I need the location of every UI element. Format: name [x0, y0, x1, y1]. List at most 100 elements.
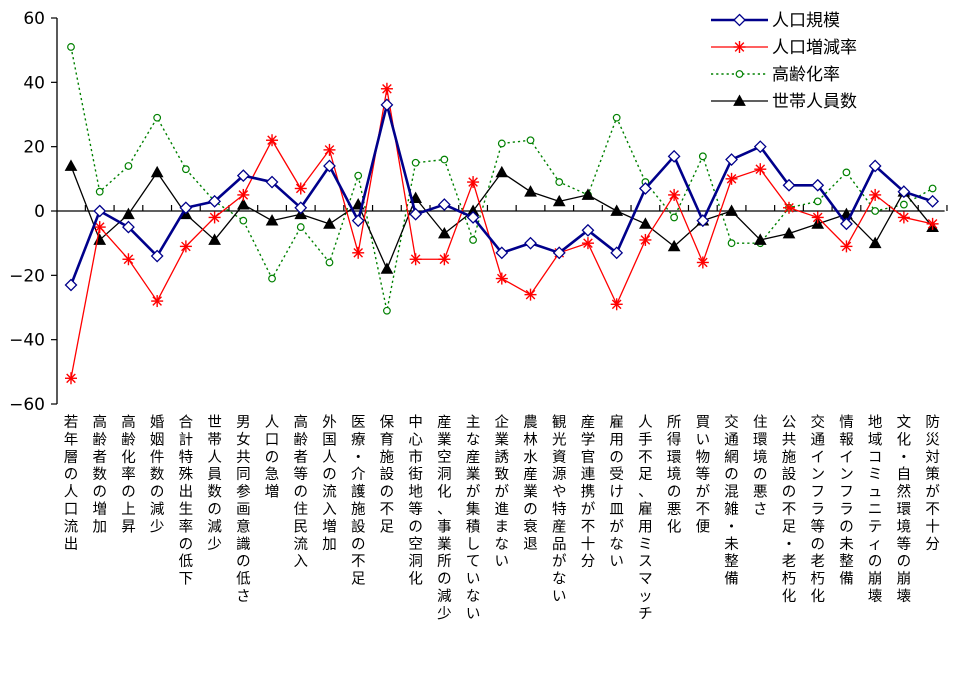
data-point [555, 178, 564, 186]
data-point [438, 253, 451, 266]
category-label: 文化・自然環境等の崩壊 [897, 414, 912, 605]
data-point [612, 113, 621, 122]
y-tick-label: −60 [9, 395, 45, 415]
series-2 [65, 82, 939, 385]
data-point [753, 140, 767, 154]
legend-marker [733, 13, 746, 27]
data-point [65, 372, 77, 385]
category-label: 農林水産業の衰退 [523, 414, 538, 553]
data-point [323, 143, 336, 156]
data-point [928, 184, 937, 193]
data-point [639, 233, 652, 246]
data-point [840, 240, 853, 253]
legend-item: 高齢化率 [711, 65, 840, 85]
data-point [323, 217, 336, 229]
category-label: 医療・介護施設の不足 [351, 415, 366, 588]
data-point [725, 204, 738, 216]
data-point [294, 201, 308, 215]
data-point [208, 211, 221, 224]
data-point [122, 207, 135, 220]
data-point [638, 182, 652, 195]
data-point [208, 233, 221, 245]
data-point [868, 236, 882, 249]
data-point [296, 223, 305, 231]
category-label: 若年層の人口流出 [64, 414, 79, 553]
legend-label: 世帯人員数 [772, 92, 857, 112]
data-point [380, 82, 393, 95]
data-point [64, 278, 78, 292]
category-label: 婚姻件数の減少 [150, 414, 165, 535]
category-label: 主な産業が集積していない [466, 414, 481, 622]
data-point [495, 165, 509, 178]
data-point [782, 178, 796, 192]
data-point [610, 246, 624, 260]
data-point [811, 211, 824, 224]
data-point [696, 256, 709, 269]
data-point [753, 233, 767, 245]
data-point [265, 175, 279, 189]
data-point [239, 216, 248, 225]
data-point [727, 239, 736, 248]
series-line [70, 46, 933, 312]
data-point [67, 43, 75, 51]
category-label: 人口の急増 [265, 414, 280, 501]
data-point [236, 198, 250, 210]
data-point [438, 226, 451, 239]
category-label: 男女共同参画意識の低さ [236, 415, 251, 605]
data-point [265, 214, 279, 226]
data-point [236, 169, 250, 183]
data-point [667, 239, 681, 252]
data-point [380, 262, 394, 274]
legend-item: 人口規模 [711, 11, 840, 31]
data-point [926, 194, 940, 208]
data-point [754, 163, 767, 176]
data-point [552, 194, 566, 207]
data-point [782, 226, 796, 239]
data-point [437, 198, 451, 211]
category-label: 企業誘致が進まない [495, 413, 510, 570]
data-point [93, 204, 107, 218]
data-point [495, 272, 508, 285]
category-label: 保育施設の不足 [380, 414, 395, 535]
data-point [639, 217, 652, 229]
data-point [526, 136, 535, 145]
data-point [813, 197, 822, 206]
data-point [469, 236, 477, 244]
data-point [122, 253, 135, 266]
data-point [497, 139, 506, 148]
category-label: 住環境の悪さ [753, 414, 768, 518]
data-point [150, 165, 164, 178]
data-point [266, 134, 279, 147]
series-line [70, 88, 933, 379]
legend-item: 人口増減率 [711, 38, 857, 58]
data-point [897, 185, 911, 199]
category-label: 高齢者数の増加 [92, 414, 107, 535]
data-point [179, 240, 192, 253]
data-point [610, 204, 624, 216]
data-point [698, 152, 707, 161]
category-label: 中心市街地等の空洞化 [408, 414, 423, 588]
legend-item: 世帯人員数 [711, 92, 857, 112]
legend-marker [733, 94, 746, 106]
data-point [495, 246, 509, 260]
category-label: 交通網の混雑・未整備 [724, 413, 739, 588]
data-point [409, 207, 423, 221]
data-point [811, 178, 825, 192]
category-label: 合計特殊出生率の低下 [179, 414, 194, 588]
category-label: 交通インフラ等の老朽化 [810, 413, 825, 605]
data-point [124, 162, 133, 170]
data-point [868, 159, 882, 173]
category-label: 産学官連携が不十分 [581, 414, 596, 570]
category-label: 雇用の受け皿がない [609, 414, 624, 570]
category-label: 情報インフラの未整備 [839, 414, 854, 588]
data-point [95, 187, 104, 196]
data-point [897, 211, 910, 224]
data-point [926, 217, 939, 230]
data-point [869, 188, 882, 201]
data-point [667, 149, 681, 163]
data-point [696, 214, 710, 228]
legend-marker [735, 70, 744, 78]
legend-marker [733, 41, 746, 53]
y-tick-label: 60 [23, 9, 45, 29]
